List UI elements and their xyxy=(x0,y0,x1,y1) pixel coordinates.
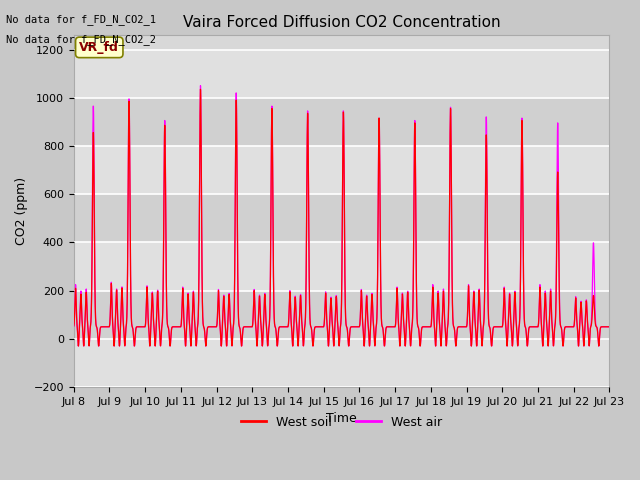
Bar xyxy=(74,50,609,98)
Text: No data for f_FD_N_CO2_1: No data for f_FD_N_CO2_1 xyxy=(6,14,156,25)
X-axis label: Time: Time xyxy=(326,412,357,425)
Bar xyxy=(74,98,609,146)
Title: Vaira Forced Diffusion CO2 Concentration: Vaira Forced Diffusion CO2 Concentration xyxy=(183,15,500,30)
Text: VR_fd: VR_fd xyxy=(79,41,119,54)
Bar xyxy=(74,146,609,194)
Text: No data for f_FD_N_CO2_2: No data for f_FD_N_CO2_2 xyxy=(6,34,156,45)
Bar xyxy=(74,242,609,291)
Legend: West soil, West air: West soil, West air xyxy=(236,410,447,433)
Bar xyxy=(74,291,609,339)
Y-axis label: CO2 (ppm): CO2 (ppm) xyxy=(15,177,28,245)
Bar xyxy=(74,194,609,242)
Bar xyxy=(74,339,609,387)
